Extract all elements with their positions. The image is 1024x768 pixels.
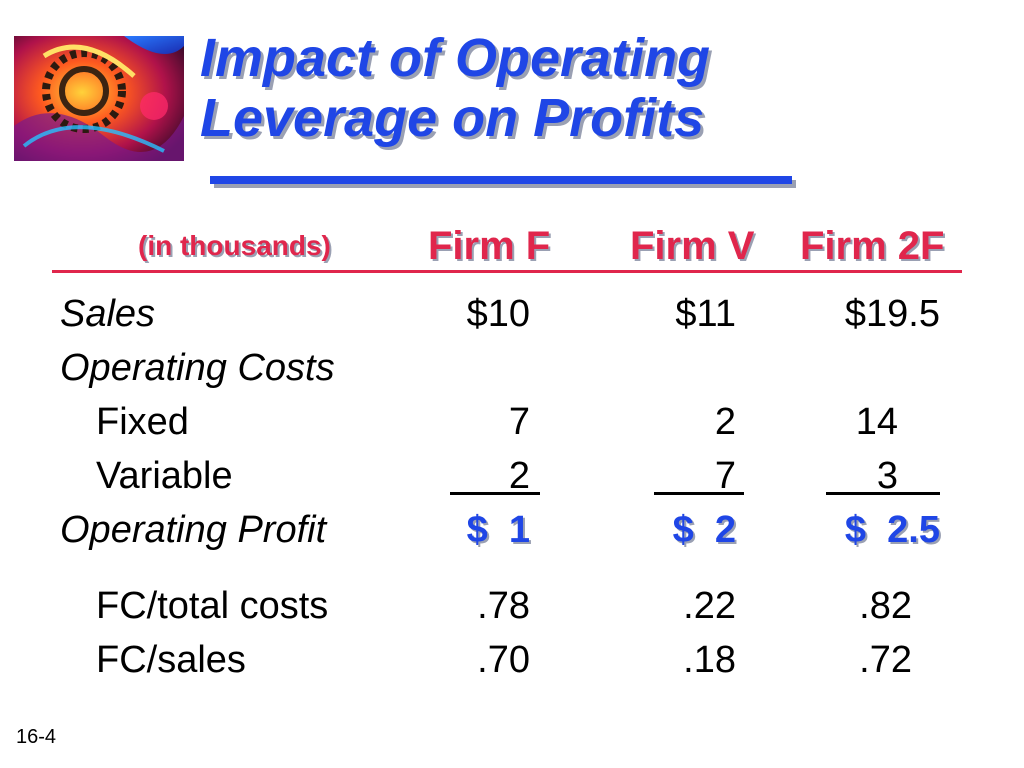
column-header-firm-v: Firm V (630, 224, 755, 268)
cell-fc-total-costs-firm-v: .22 (683, 585, 736, 627)
cell-operating-profit-firm-f: $ 1 (466, 509, 530, 551)
column-header-firm-2f: Firm 2F (800, 224, 945, 268)
row-label-fc-sales: FC/sales (96, 639, 246, 681)
header-divider (52, 270, 962, 273)
row-label-fixed: Fixed (96, 401, 189, 443)
row-label-variable: Variable (96, 455, 233, 497)
title-line-1: Impact of Operating (200, 28, 711, 88)
column-header-firm-f: Firm F (428, 224, 551, 268)
cell-variable-firm-f: 2 (508, 455, 530, 497)
slide-number: 16-4 (16, 726, 57, 748)
sum-underline-firm-2f (826, 492, 940, 495)
cell-sales-firm-v: $11 (675, 293, 736, 335)
cell-fixed-firm-2f: 14 (855, 401, 898, 443)
cell-fc-total-costs-firm-2f: .82 (859, 585, 912, 627)
title-underline (210, 176, 792, 184)
cell-variable-firm-2f: 3 (876, 455, 898, 497)
row-label-operating-costs: Operating Costs (60, 347, 335, 389)
sum-underline-firm-f (450, 492, 540, 495)
cell-fc-sales-firm-v: .18 (683, 639, 736, 681)
cell-sales-firm-2f: $19.5 (844, 293, 940, 335)
title-line-2: Leverage on Profits (200, 88, 705, 148)
row-label-operating-profit: Operating Profit (60, 509, 327, 551)
row-label-fc-total-costs: FC/total costs (96, 585, 329, 627)
slide-title: Impact of Operating Leverage on Profits (200, 28, 710, 148)
cell-operating-profit-firm-v: $ 2 (672, 509, 736, 551)
cell-fixed-firm-v: 2 (714, 401, 736, 443)
cell-variable-firm-v: 7 (714, 455, 736, 497)
cell-fc-sales-firm-2f: .72 (859, 639, 912, 681)
row-label-sales: Sales (60, 293, 156, 335)
cell-fc-sales-firm-f: .70 (477, 639, 530, 681)
cell-sales-firm-f: $10 (466, 293, 530, 335)
units-note: (in thousands) (138, 230, 331, 261)
logo-artwork (14, 36, 184, 161)
cell-fc-total-costs-firm-f: .78 (477, 585, 530, 627)
sum-underline-firm-v (654, 492, 744, 495)
cell-fixed-firm-f: 7 (508, 401, 530, 443)
cell-operating-profit-firm-2f: $ 2.5 (844, 509, 940, 551)
